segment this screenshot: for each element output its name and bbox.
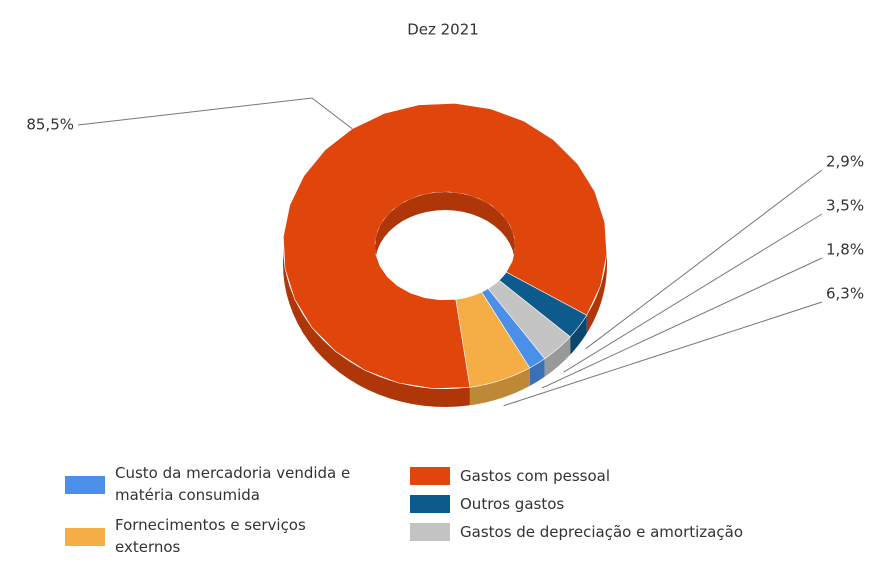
legend-item: Fornecimentos e serviços externos — [65, 514, 365, 558]
legend-item: Gastos de depreciação e amortização — [410, 521, 860, 543]
data-label: 1,8% — [826, 241, 864, 259]
slice-side — [570, 315, 587, 355]
slice-inner-side — [375, 192, 515, 264]
leader-line — [503, 301, 823, 407]
slice-side — [283, 246, 470, 407]
leader-line — [585, 169, 823, 350]
legend-item: Gastos com pessoal — [410, 465, 860, 487]
hole-wall — [375, 192, 515, 264]
chart-title: Dez 2021 — [407, 21, 479, 39]
leader-line — [563, 213, 823, 373]
legend-swatch — [410, 523, 450, 541]
slice-side — [469, 367, 530, 406]
slice — [487, 279, 571, 360]
leader-line — [541, 257, 823, 389]
legend-label: Gastos com pessoal — [460, 467, 610, 485]
legend-item: Outros gastos — [410, 493, 860, 515]
legend-item: Custo da mercadoria vendida e matéria co… — [65, 462, 395, 506]
data-label: 6,3% — [826, 285, 864, 303]
legend-swatch — [65, 476, 105, 494]
legend-label: Gastos de depreciação e amortização — [460, 523, 743, 541]
slice-side — [544, 336, 571, 377]
data-label: 85,5% — [26, 116, 74, 134]
legend-label: Custo da mercadoria vendida e matéria co… — [115, 464, 351, 504]
legend-swatch — [65, 528, 105, 546]
legend-label: Outros gastos — [460, 495, 565, 513]
leader-line — [77, 97, 353, 130]
slice-side — [586, 246, 607, 334]
slice-side — [529, 358, 545, 386]
legend-swatch — [410, 495, 450, 513]
legend-label: Fornecimentos e serviços externos — [115, 516, 306, 556]
legend-swatch — [410, 467, 450, 485]
data-label: 3,5% — [826, 197, 864, 215]
data-label: 2,9% — [826, 153, 864, 171]
